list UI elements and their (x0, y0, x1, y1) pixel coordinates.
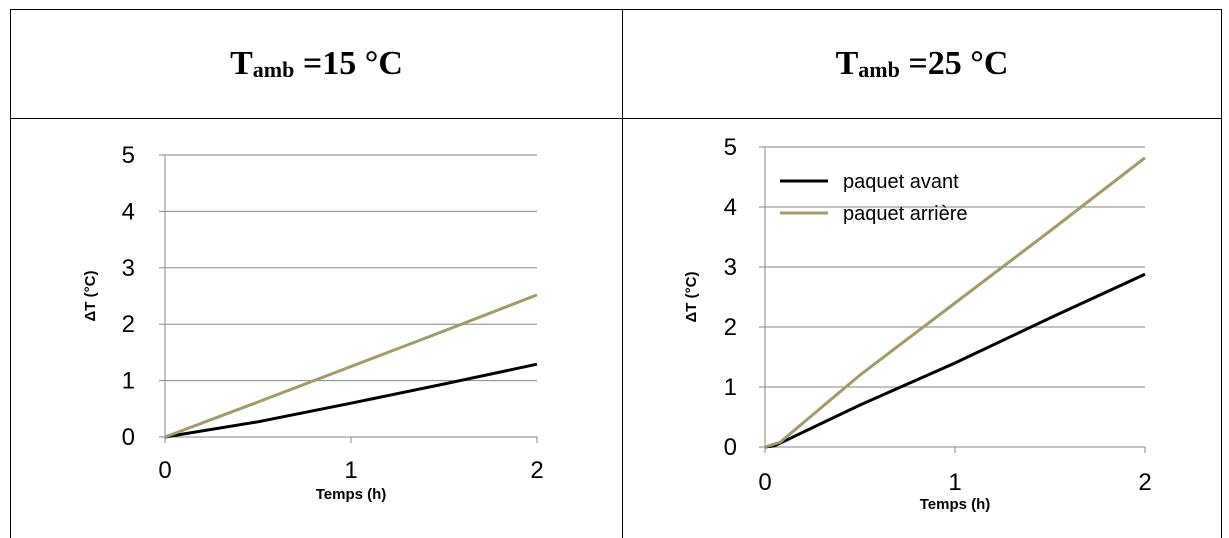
x-tick-label: 1 (344, 457, 357, 484)
x-tick-label: 0 (158, 457, 171, 484)
table-border-left (10, 9, 11, 538)
y-tick-label: 5 (122, 142, 135, 169)
y-tick-label: 1 (122, 368, 135, 395)
y-axis-title: ΔT (°C) (683, 272, 700, 323)
y-tick-label: 0 (122, 424, 135, 451)
x-tick-label: 2 (1138, 469, 1151, 496)
y-tick-label: 3 (122, 255, 135, 282)
series-line-paquet-arriere (764, 156, 1146, 449)
y-tick-label: 1 (724, 374, 737, 401)
header-left-subscript: amb (252, 57, 295, 82)
y-tick-label: 4 (122, 198, 135, 225)
x-tick-label: 2 (530, 457, 543, 484)
header-right-subscript: amb (858, 57, 900, 82)
plot-left: 0 1 2 3 4 5 0 1 2 Temps (h) ΔT (°C) (82, 142, 544, 503)
plot-right: 0 1 2 3 4 5 0 1 2 Temps (h) ΔT (°C) paquet avant paq… (683, 134, 1152, 513)
series-line-paquet-avant (764, 272, 1146, 449)
header-left-value: =15 °C (294, 45, 403, 82)
x-axis-title: Temps (h) (316, 486, 387, 503)
table-header-divider (10, 118, 1222, 119)
header-right-value: =25 °C (899, 45, 1009, 82)
y-tick-label: 4 (724, 194, 737, 221)
y-tick-label: 3 (724, 254, 737, 281)
table-border-right (1221, 9, 1222, 538)
y-tick-label: 0 (724, 434, 737, 461)
header-right-symbol: T (835, 45, 859, 82)
x-tick-label: 0 (758, 469, 771, 496)
table-column-divider (622, 9, 623, 538)
y-tick-label: 5 (724, 134, 737, 161)
legend-label: paquet arrière (843, 203, 968, 225)
x-axis-title: Temps (h) (920, 496, 991, 513)
series-line-paquet-arriere (164, 293, 538, 439)
series-line-paquet-avant (164, 362, 538, 439)
x-tick-label: 1 (948, 469, 961, 496)
table-border-top (10, 9, 1222, 10)
y-tick-label: 2 (724, 314, 737, 341)
y-axis-title: ΔT (°C) (82, 271, 99, 322)
y-tick-label: 2 (122, 311, 135, 338)
header-left-symbol: T (230, 45, 253, 82)
legend-label: paquet avant (843, 171, 959, 193)
